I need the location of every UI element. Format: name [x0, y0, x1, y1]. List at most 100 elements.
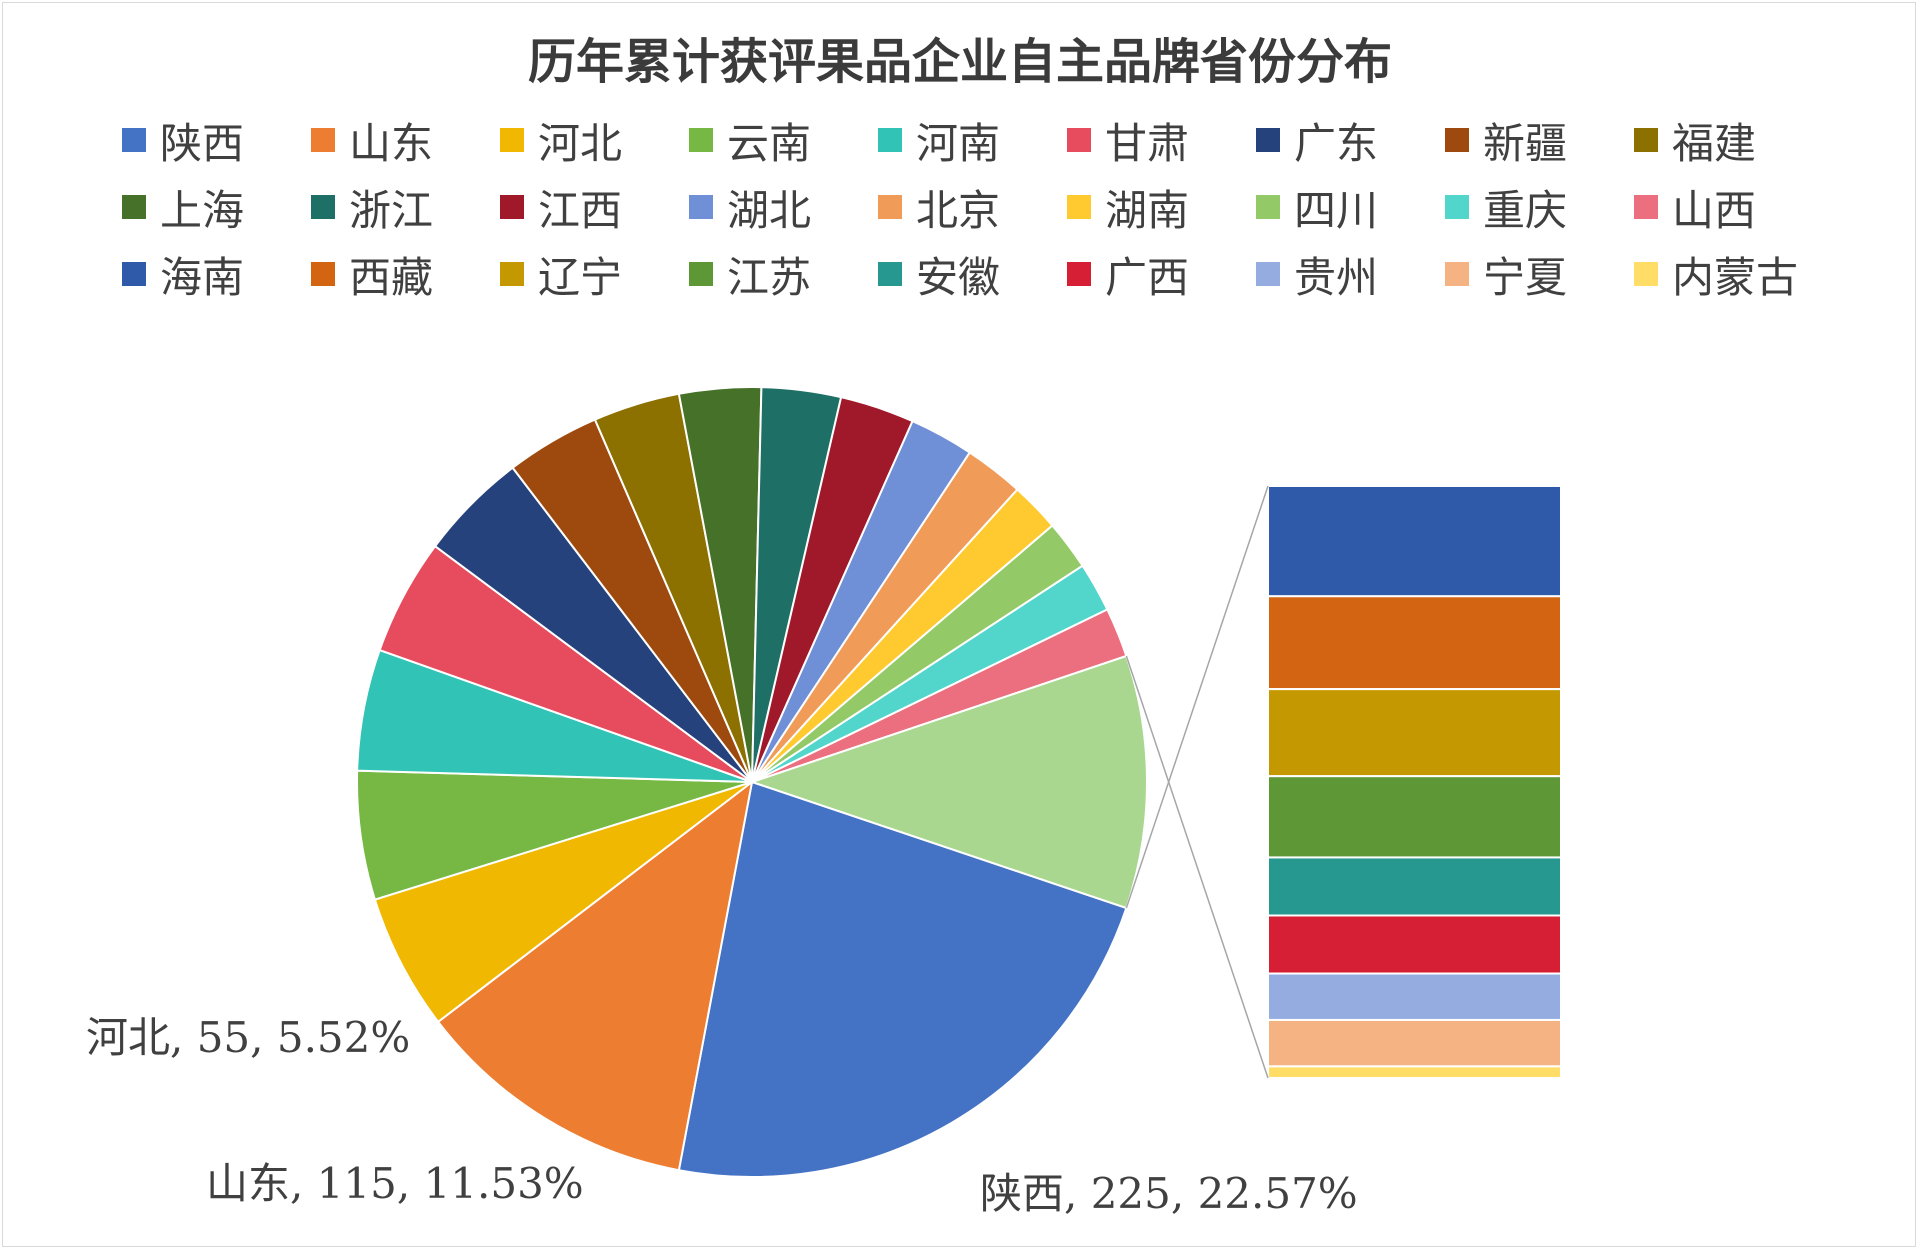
pie-slice — [677, 780, 1128, 1178]
legend-swatch — [1067, 128, 1091, 152]
pie-slice — [373, 781, 753, 1024]
legend-item: 浙江 — [311, 177, 433, 237]
legend-swatch — [1445, 195, 1469, 219]
legend-swatch — [500, 195, 524, 219]
legend-label: 内蒙古 — [1672, 252, 1799, 302]
legend-label: 陕西 — [160, 118, 245, 168]
legend-swatch — [500, 128, 524, 152]
data-label-shandong: 山东, 115, 11.53% — [206, 1159, 584, 1208]
legend-label: 海南 — [160, 252, 245, 302]
legend-label: 云南 — [727, 118, 812, 168]
legend-label: 浙江 — [349, 185, 434, 235]
bar-segment — [1267, 688, 1562, 778]
legend-label: 湖南 — [1105, 185, 1190, 235]
legend-swatch — [1634, 262, 1658, 286]
legend-item: 海南 — [122, 244, 244, 304]
legend-item: 广西 — [1067, 244, 1189, 304]
legend-item: 重庆 — [1445, 177, 1567, 237]
legend-item: 湖南 — [1067, 177, 1189, 237]
legend-label: 山东 — [349, 118, 434, 168]
legend-swatch — [1634, 195, 1658, 219]
bar-segment — [1267, 914, 1562, 975]
legend-swatch — [1445, 262, 1469, 286]
legend-item: 河南 — [878, 110, 1000, 170]
legend-swatch — [122, 195, 146, 219]
bar-segment — [1267, 972, 1562, 1021]
bar-segment — [1267, 775, 1562, 859]
pie-slice — [436, 779, 754, 1172]
legend-label: 河南 — [916, 118, 1001, 168]
bar-segment — [1267, 1018, 1562, 1068]
legend-label: 福建 — [1672, 118, 1757, 168]
legend-item: 西藏 — [311, 244, 433, 304]
legend-swatch — [1634, 128, 1658, 152]
legend-item: 云南 — [689, 110, 811, 170]
chart-title: 历年累计获评果品企业自主品牌省份分布 — [527, 34, 1392, 90]
legend-item: 安徽 — [878, 244, 1000, 304]
legend-swatch — [311, 195, 335, 219]
legend-swatch — [122, 262, 146, 286]
legend-label: 新疆 — [1483, 118, 1568, 168]
legend-label: 四川 — [1294, 185, 1379, 235]
legend-swatch — [878, 195, 902, 219]
legend-item: 江苏 — [689, 244, 811, 304]
legend-swatch — [122, 128, 146, 152]
legend-item: 宁夏 — [1445, 244, 1567, 304]
legend-label: 湖北 — [727, 185, 812, 235]
connector-line — [1125, 655, 1269, 1079]
legend-item: 新疆 — [1445, 110, 1567, 170]
legend-swatch — [878, 262, 902, 286]
legend-label: 西藏 — [349, 252, 434, 302]
legend-item: 湖北 — [689, 177, 811, 237]
legend-item: 山西 — [1634, 177, 1756, 237]
legend-item: 四川 — [1256, 177, 1378, 237]
legend-item: 河北 — [500, 110, 622, 170]
legend-label: 江苏 — [727, 252, 812, 302]
legend-swatch — [500, 262, 524, 286]
legend-item: 江西 — [500, 177, 622, 237]
legend-swatch — [1256, 128, 1280, 152]
legend-item: 内蒙古 — [1634, 244, 1798, 304]
legend-swatch — [689, 128, 713, 152]
legend-label: 广西 — [1105, 252, 1190, 302]
legend-swatch — [311, 128, 335, 152]
legend-label: 重庆 — [1483, 185, 1568, 235]
data-label-shaanxi: 陕西, 225, 22.57% — [980, 1169, 1358, 1218]
legend-item: 福建 — [1634, 110, 1756, 170]
bar-segment — [1267, 856, 1562, 917]
legend-label: 安徽 — [916, 252, 1001, 302]
legend-swatch — [689, 262, 713, 286]
legend-item: 北京 — [878, 177, 1000, 237]
legend-label: 北京 — [916, 185, 1001, 235]
bar-segment — [1267, 485, 1562, 598]
legend-label: 广东 — [1294, 118, 1379, 168]
legend-swatch — [1256, 195, 1280, 219]
legend-label: 山西 — [1672, 185, 1757, 235]
legend-item: 陕西 — [122, 110, 244, 170]
legend-item: 山东 — [311, 110, 433, 170]
data-label-hebei: 河北, 55, 5.52% — [86, 1013, 411, 1062]
legend-item: 广东 — [1256, 110, 1378, 170]
legend-swatch — [1067, 262, 1091, 286]
legend-item: 贵州 — [1256, 244, 1378, 304]
bar-segment — [1267, 595, 1562, 691]
legend-swatch — [1067, 195, 1091, 219]
legend-label: 贵州 — [1294, 252, 1379, 302]
legend-label: 江西 — [538, 185, 623, 235]
legend-item: 辽宁 — [500, 244, 622, 304]
legend-label: 宁夏 — [1483, 252, 1568, 302]
legend-item: 上海 — [122, 177, 244, 237]
legend-swatch — [878, 128, 902, 152]
legend-label: 甘肃 — [1105, 118, 1190, 168]
bar-segment — [1267, 1065, 1562, 1080]
legend-label: 辽宁 — [538, 252, 623, 302]
legend-swatch — [1445, 128, 1469, 152]
legend-swatch — [1256, 262, 1280, 286]
legend-label: 河北 — [538, 118, 623, 168]
connector-line — [1125, 485, 1269, 909]
legend-item: 甘肃 — [1067, 110, 1189, 170]
legend-swatch — [689, 195, 713, 219]
legend-swatch — [311, 262, 335, 286]
